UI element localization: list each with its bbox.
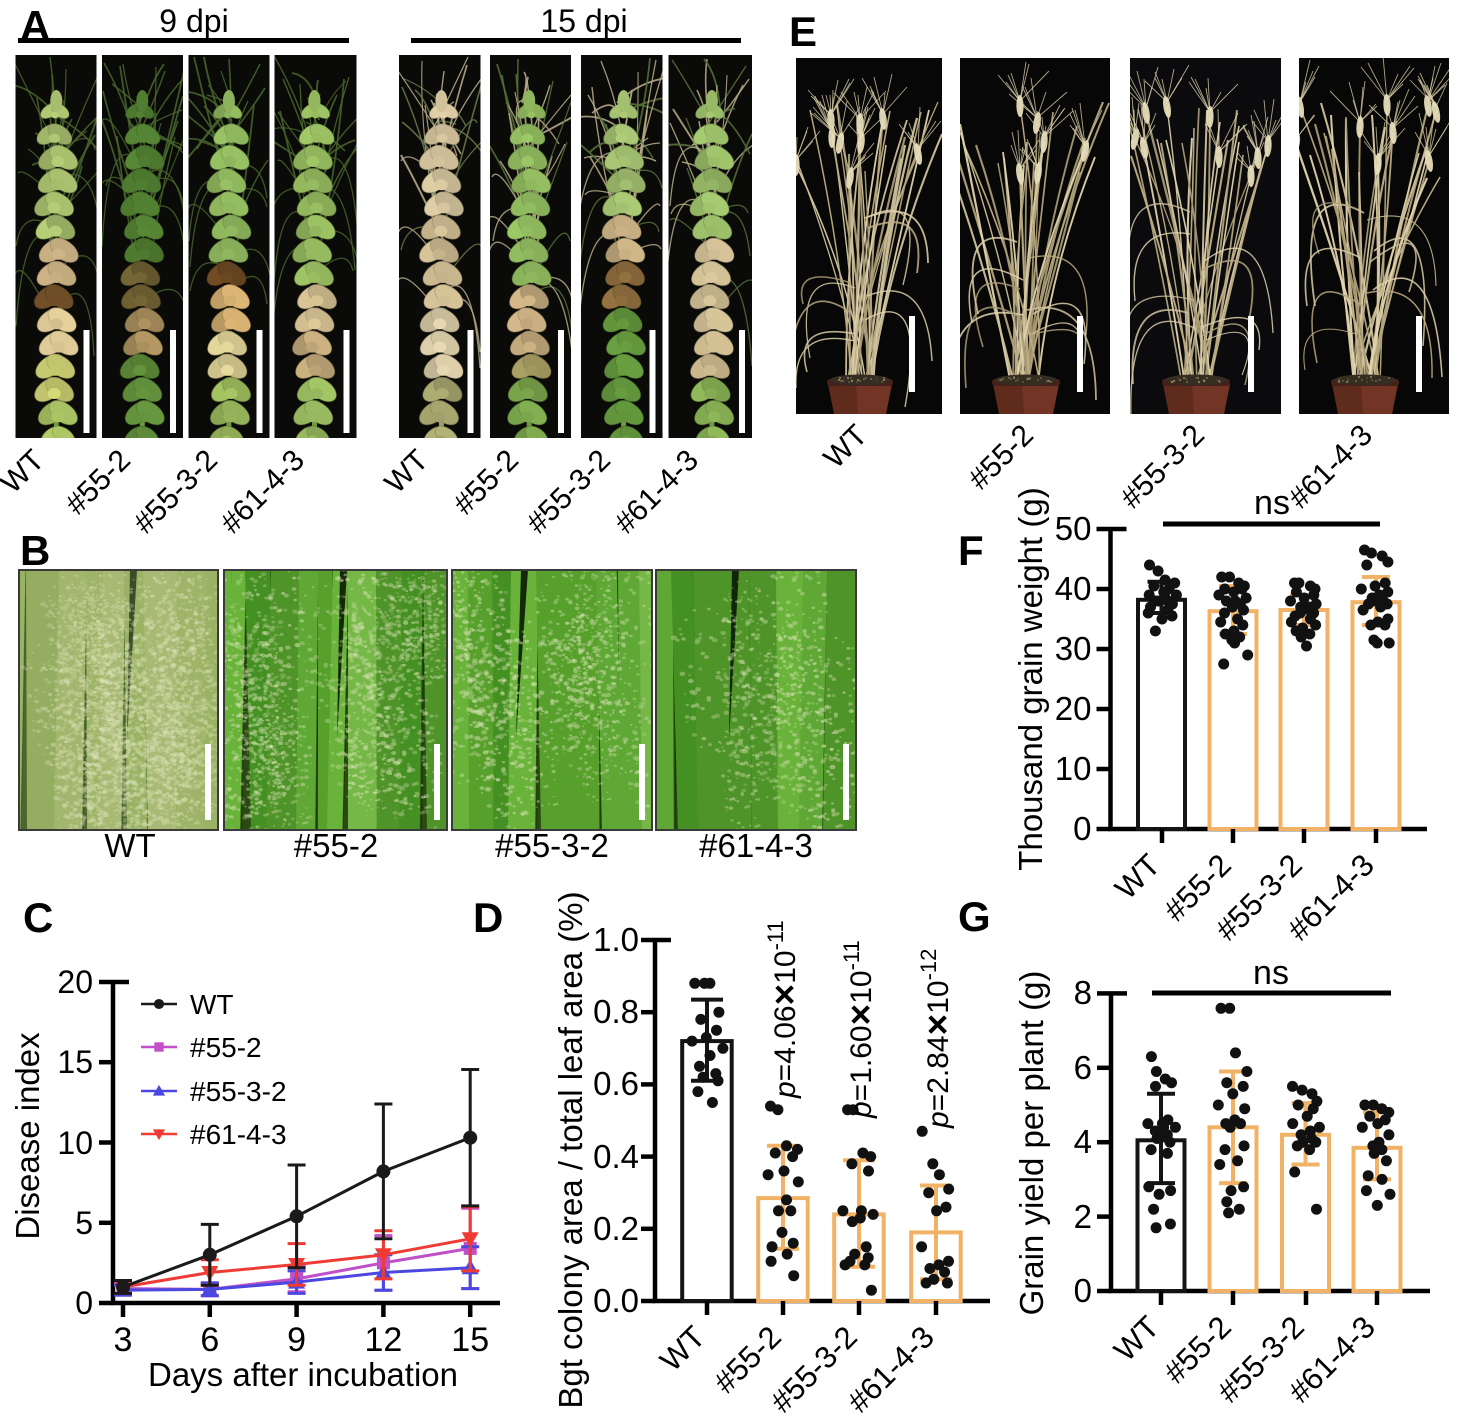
svg-text:0.6: 0.6 [593,1065,639,1102]
svg-text:WT: WT [104,827,155,864]
svg-text:F: F [958,527,984,574]
svg-text:10: 10 [57,1125,93,1161]
svg-text:#55-2: #55-2 [190,1032,262,1063]
svg-text:20: 20 [57,964,93,1000]
svg-text:D: D [473,894,503,941]
svg-text:C: C [23,894,53,941]
svg-text:12: 12 [364,1321,402,1359]
svg-text:6: 6 [1074,1049,1092,1086]
svg-text:#55-3-2: #55-3-2 [190,1076,287,1107]
svg-text:B: B [20,527,50,574]
svg-text:Bgt colony area / total leaf a: Bgt colony area / total leaf area (%) [552,891,589,1408]
svg-text:ns: ns [1253,954,1289,992]
svg-text:0.0: 0.0 [593,1282,639,1319]
svg-text:#61-4-3: #61-4-3 [190,1119,287,1150]
svg-text:1.0: 1.0 [593,921,639,958]
svg-text:0: 0 [75,1285,93,1321]
svg-text:50: 50 [1055,510,1092,547]
svg-text:G: G [958,893,991,940]
svg-text:WT: WT [190,989,234,1020]
svg-text:6: 6 [200,1321,219,1359]
svg-text:2: 2 [1074,1198,1092,1235]
svg-text:10: 10 [1055,750,1092,787]
svg-text:15 dpi: 15 dpi [540,3,627,39]
svg-text:0: 0 [1073,810,1091,847]
svg-text:p=1.60×10-11: p=1.60×10-11 [839,940,881,1119]
svg-text:E: E [789,8,817,55]
svg-text:30: 30 [1055,630,1092,667]
svg-text:ns: ns [1254,484,1290,522]
svg-text:Disease index: Disease index [9,1032,46,1240]
svg-text:9 dpi: 9 dpi [159,3,228,39]
svg-text:0.8: 0.8 [593,993,639,1030]
svg-text:p=4.06×10-11: p=4.06×10-11 [763,920,805,1099]
svg-text:p=2.84×10-12: p=2.84×10-12 [916,949,958,1129]
svg-text:15: 15 [451,1321,489,1359]
svg-text:3: 3 [114,1321,133,1359]
svg-text:Grain yield per plant (g): Grain yield per plant (g) [1013,971,1050,1316]
svg-text:0.4: 0.4 [593,1138,639,1175]
svg-text:4: 4 [1074,1123,1092,1160]
svg-text:#61-4-3: #61-4-3 [699,827,813,864]
svg-text:0.2: 0.2 [593,1210,639,1247]
svg-text:15: 15 [57,1044,93,1080]
svg-text:Thousand grain weight (g): Thousand grain weight (g) [1012,487,1049,870]
svg-text:#55-3-2: #55-3-2 [495,827,609,864]
svg-text:8: 8 [1074,974,1092,1011]
svg-text:Days after incubation: Days after incubation [148,1356,458,1393]
svg-text:20: 20 [1055,690,1092,727]
svg-text:9: 9 [287,1321,306,1359]
svg-text:#55-2: #55-2 [294,827,378,864]
svg-text:0: 0 [1074,1272,1092,1309]
svg-text:40: 40 [1055,570,1092,607]
svg-text:5: 5 [75,1205,93,1241]
